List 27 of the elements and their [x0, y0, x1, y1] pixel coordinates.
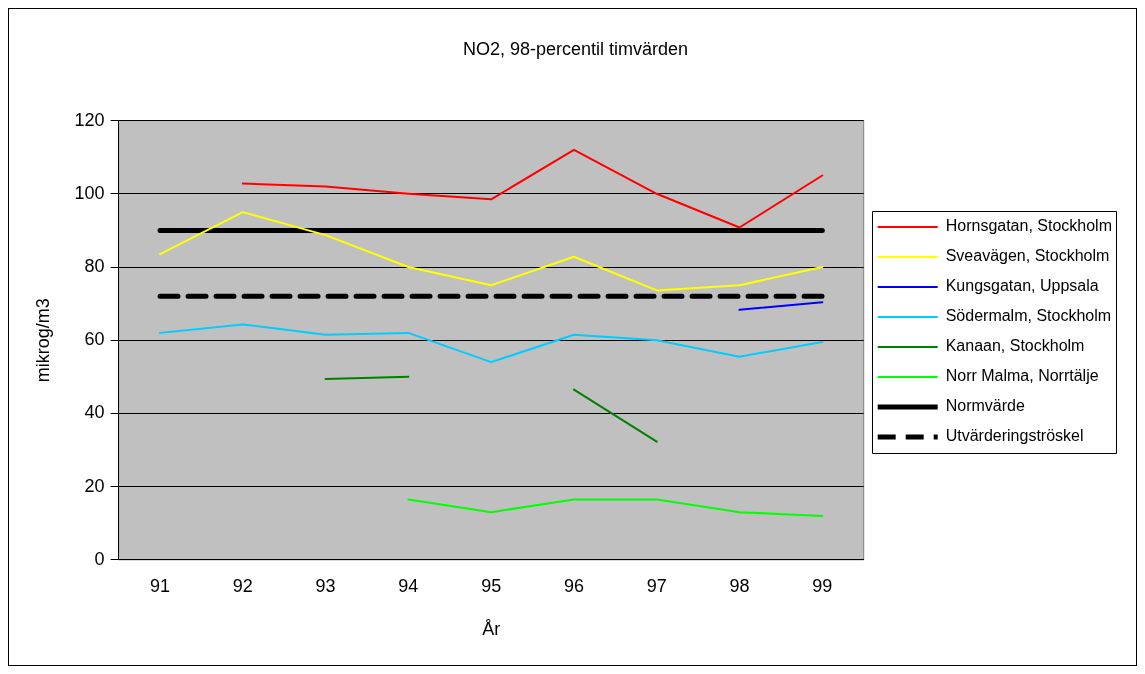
- legend-label: Södermalm, Stockholm: [945, 307, 1112, 325]
- x-tick-label: 93: [315, 575, 336, 596]
- y-tick-label: 20: [84, 475, 105, 496]
- x-tick-label: 96: [563, 575, 584, 596]
- x-tick-label: 92: [232, 575, 253, 596]
- legend-label: Utvärderingströskel: [945, 427, 1084, 445]
- x-tick-label: 91: [150, 575, 171, 596]
- x-tick-label: 94: [398, 575, 419, 596]
- y-tick-label: 60: [84, 329, 105, 350]
- legend-label: Normvärde: [945, 397, 1025, 415]
- y-tick-label: 0: [94, 548, 105, 569]
- x-tick-label: 98: [729, 575, 750, 596]
- legend-label: Sveavägen, Stockholm: [945, 247, 1110, 265]
- legend-label: Kanaan, Stockholm: [945, 337, 1085, 355]
- y-tick-label: 120: [74, 109, 105, 130]
- y-tick-label: 80: [84, 255, 105, 276]
- legend-label: Kungsgatan, Uppsala: [945, 277, 1099, 295]
- y-axis-title: mikrog/m3: [32, 298, 53, 383]
- x-tick-label: 99: [812, 575, 833, 596]
- y-tick-label: 40: [84, 402, 105, 423]
- x-tick-label: 97: [646, 575, 667, 596]
- y-tick-label: 100: [74, 182, 105, 203]
- chart-title: NO2, 98-percentil timvärden: [462, 38, 689, 59]
- x-axis-title: År: [482, 619, 501, 640]
- legend-label: Norr Malma, Norrtälje: [945, 367, 1099, 385]
- x-tick-label: 95: [481, 575, 502, 596]
- legend-label: Hornsgatan, Stockholm: [945, 217, 1113, 235]
